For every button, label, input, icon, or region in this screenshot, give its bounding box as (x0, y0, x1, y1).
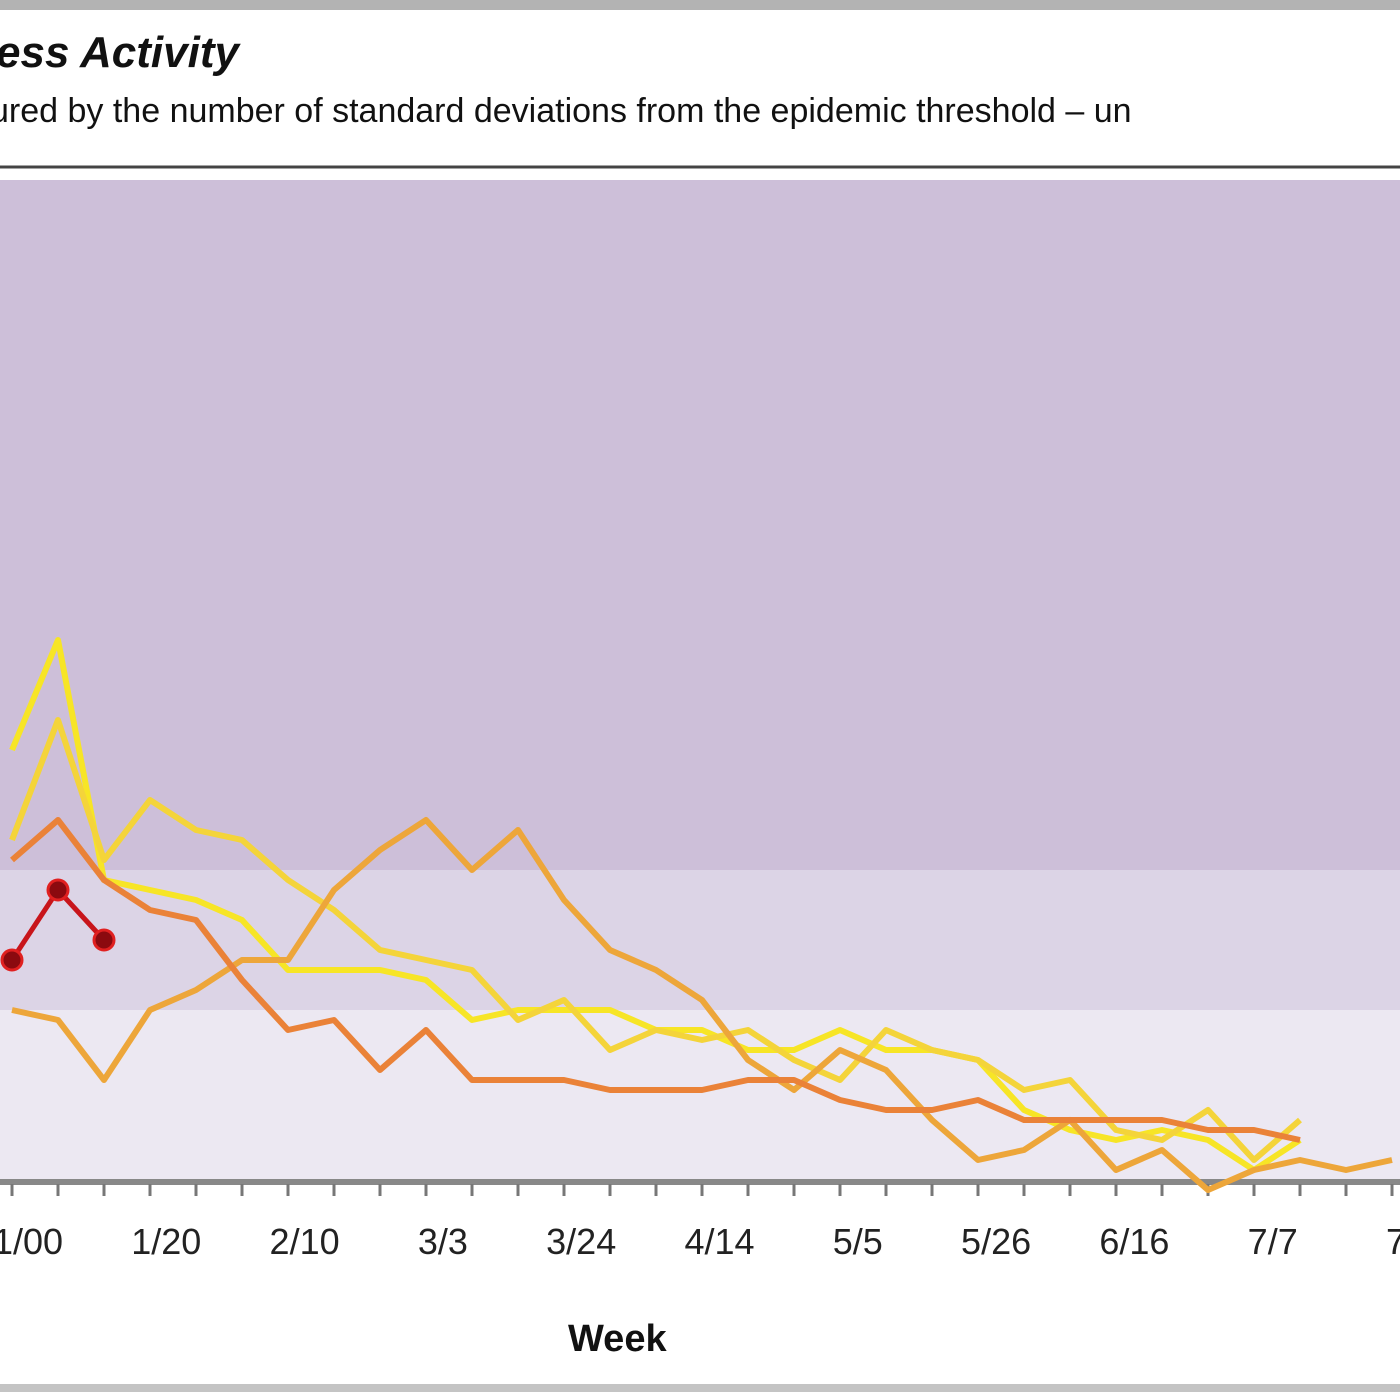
x-tick-label: 3/24 (546, 1221, 616, 1262)
x-tick-label: 5/5 (833, 1221, 883, 1262)
threshold-band-1 (0, 870, 1400, 1010)
threshold-band-0 (0, 1010, 1400, 1180)
series-point (92, 928, 116, 952)
x-tick-label: 5/26 (961, 1221, 1031, 1262)
x-tick-label: 6/16 (1099, 1221, 1169, 1262)
series-point (0, 948, 24, 972)
chart-subtitle: ured by the number of standard deviation… (0, 92, 1132, 130)
x-tick-label: 7/2 (1386, 1221, 1400, 1262)
chart-title: ess Activity (0, 28, 239, 77)
x-tick-label: 1/00 (0, 1221, 63, 1262)
x-tick-label: 4/14 (684, 1221, 754, 1262)
x-tick-label: 1/20 (131, 1221, 201, 1262)
x-axis-ticks (10, 1184, 1394, 1196)
series-lines (0, 637, 1393, 1193)
x-tick-labels: 1/00 1/20 2/10 3/3 3/24 4/14 5/5 5/26 6/16 7/7 7/2 (0, 1221, 1400, 1262)
x-tick-label: 2/10 (270, 1221, 340, 1262)
threshold-band-2 (0, 180, 1400, 870)
threshold-bands (0, 180, 1400, 1180)
series-line-1 (9, 717, 1302, 1163)
series-line-2 (11, 817, 1393, 1193)
series-point (46, 878, 70, 902)
x-axis-label: Week (568, 1318, 667, 1360)
series-line-3 (10, 817, 1301, 1143)
x-tick-label: 7/7 (1248, 1221, 1298, 1262)
x-tick-label: 3/3 (418, 1221, 468, 1262)
